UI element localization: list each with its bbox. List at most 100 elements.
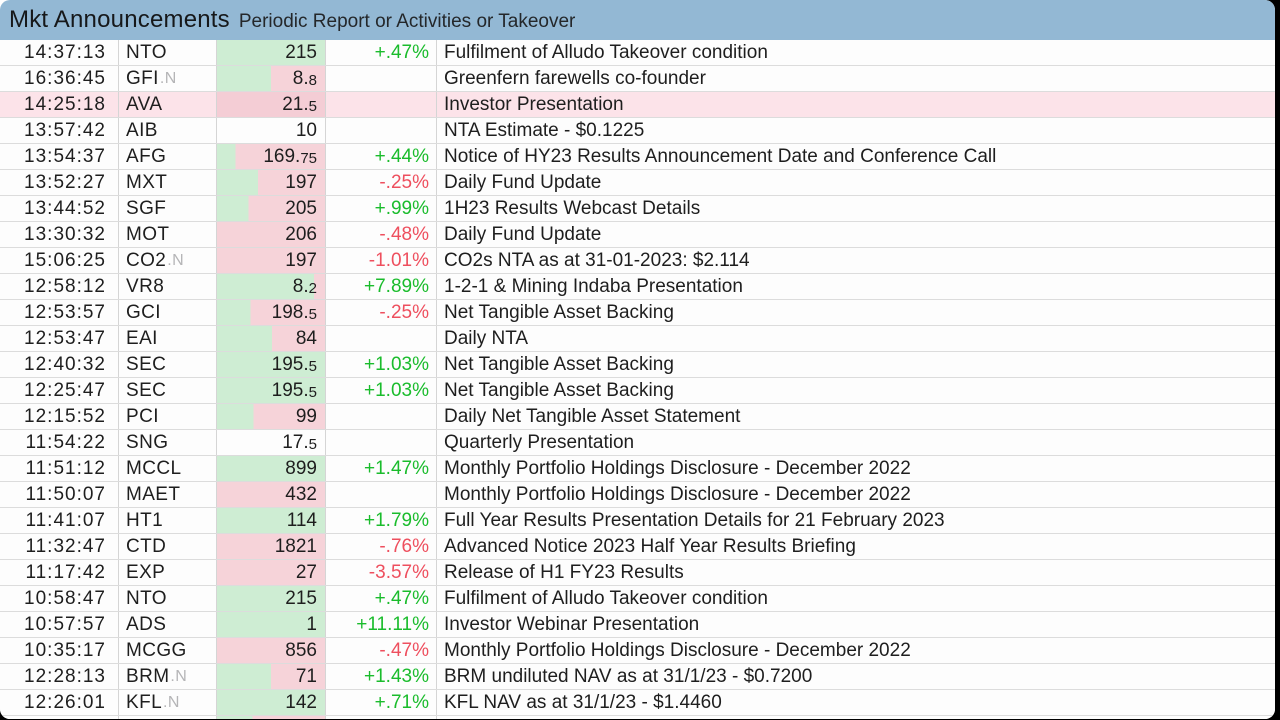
table-row[interactable]: 16:36:45 GFI .N 8. 8 Greenfern farewells co-f… (0, 66, 1275, 92)
price-cell: 206 (217, 222, 326, 247)
announcements-table: 14:37:13 NTO 215 +.47% Fulfilment of Alludo … (0, 40, 1275, 719)
change-cell (326, 482, 437, 507)
ticker-cell: CO2 .N (119, 248, 217, 273)
change-cell: +7.89% (326, 274, 437, 299)
table-row[interactable]: 13:57:42 AIB 10 NTA Estimate - $0.1225 (0, 118, 1275, 144)
price-decimals: 5 (308, 305, 317, 323)
announcement-cell (437, 716, 1275, 719)
ticker-cell: AIB (119, 118, 217, 143)
ticker-cell: BRM .N (119, 664, 217, 689)
window-titlebar: Mkt Announcements Periodic Report or Act… (0, 0, 1275, 40)
announcement-cell: Daily Fund Update (444, 171, 602, 193)
table-row[interactable]: 12:40:32 SEC 195. 5 +1.03% Net Tangible Asset… (0, 352, 1275, 378)
table-row[interactable]: 10:57:57 ADS 1 +11.11% Investor Webinar Pres… (0, 612, 1275, 638)
time-cell: 11:50:07 (0, 482, 119, 507)
table-row[interactable]: 10:35:17 MCGG 856 -.47% Monthly Portfolio Ho… (0, 638, 1275, 664)
announcement-cell: Notice of HY23 Results Announcement Date… (444, 145, 997, 167)
time-cell: 16:36:45 (0, 66, 119, 91)
ticker-exchange-suffix: .N (159, 69, 177, 87)
ticker-cell: SEC (119, 378, 217, 403)
price-cell: 856 (217, 638, 326, 663)
table-row[interactable]: 12:26:01 KFL .N 142 +.71% KFL NAV as at 31/1/… (0, 690, 1275, 716)
table-row[interactable]: 11:50:07 MAET 432 Monthly Portfolio Holding… (0, 482, 1275, 508)
table-row[interactable] (0, 716, 1275, 719)
price-cell: 99 (217, 404, 326, 429)
ticker-cell: MAET (119, 482, 217, 507)
change-cell: +.99% (326, 196, 437, 221)
table-row[interactable]: 12:28:13 BRM .N 71 +1.43% BRM undiluted NAV a… (0, 664, 1275, 690)
ticker-exchange-suffix: .N (170, 667, 188, 685)
change-cell: -.47% (326, 638, 437, 663)
change-cell (326, 326, 437, 351)
change-cell: -.25% (326, 170, 437, 195)
announcement-cell: Quarterly Presentation (444, 431, 635, 453)
table-row[interactable]: 12:25:47 SEC 195. 5 +1.03% Net Tangible Asset… (0, 378, 1275, 404)
time-cell: 14:37:13 (0, 40, 119, 65)
announcement-cell: Investor Presentation (437, 92, 1275, 117)
price-decimals: 5 (308, 97, 317, 115)
price-cell (217, 716, 326, 719)
price-cell: 195. 5 (217, 352, 326, 377)
table-row[interactable]: 12:53:47 EAI 84 Daily NTA (0, 326, 1275, 352)
price-decimals: 8 (308, 71, 317, 89)
ticker-cell: SNG (119, 430, 217, 455)
price-cell: 899 (217, 456, 326, 481)
price-decimals: 5 (308, 357, 317, 375)
price-cell: 8. 8 (217, 66, 326, 91)
ticker-cell: NTO (119, 40, 217, 65)
time-cell: 12:53:57 (0, 300, 119, 325)
ticker-cell: NTO (119, 586, 217, 611)
table-row[interactable]: 11:32:47 CTD 1821 -.76% Advanced Notice 2023… (0, 534, 1275, 560)
time-cell: 13:54:37 (0, 144, 119, 169)
price-decimals: 2 (308, 279, 317, 297)
change-cell (326, 716, 437, 719)
table-row[interactable]: 11:17:42 EXP 27 -3.57% Release of H1 FY23 Re… (0, 560, 1275, 586)
table-row[interactable]: 12:15:52 PCI 99 Daily Net Tangible Asset St… (0, 404, 1275, 430)
time-cell: 12:58:12 (0, 274, 119, 299)
time-cell: 12:53:47 (0, 326, 119, 351)
table-row[interactable]: 13:44:52 SGF 205 +.99% 1H23 Results Webcast … (0, 196, 1275, 222)
table-row[interactable]: 13:52:27 MXT 197 -.25% Daily Fund Update (0, 170, 1275, 196)
table-row[interactable]: 11:51:12 MCCL 899 +1.47% Monthly Portfolio H… (0, 456, 1275, 482)
announcement-cell: 1H23 Results Webcast Details (444, 197, 701, 219)
table-row[interactable]: 15:06:25 CO2 .N 197 -1.01% CO2s NTA as at 31-… (0, 248, 1275, 274)
price-cell: 432 (217, 482, 326, 507)
table-row[interactable]: 10:58:47 NTO 215 +.47% Fulfilment of Alludo … (0, 586, 1275, 612)
table-row[interactable]: 11:54:22 SNG 17. 5 Quarterly Presentation (0, 430, 1275, 456)
ticker-cell: EXP (119, 560, 217, 585)
announcement-cell: Monthly Portfolio Holdings Disclosure - … (444, 639, 911, 661)
table-row[interactable]: 14:25:18 AVA 21. 5 Investor Presentation (0, 92, 1275, 118)
ticker-cell: KFL .N (119, 690, 217, 715)
price-cell: 205 (217, 196, 326, 221)
price-cell: 215 (217, 40, 326, 65)
table-row[interactable]: 12:58:12 VR8 8. 2 +7.89% 1-2-1 & Mining Indab… (0, 274, 1275, 300)
announcement-cell: Daily NTA (444, 327, 529, 349)
ticker-cell: CTD (119, 534, 217, 559)
time-cell: 10:35:17 (0, 638, 119, 663)
change-cell (326, 66, 437, 91)
announcement-cell: NTA Estimate - $0.1225 (444, 119, 645, 141)
time-cell: 12:28:13 (0, 664, 119, 689)
change-cell: -.48% (326, 222, 437, 247)
time-cell: 14:25:18 (0, 92, 119, 117)
ticker-cell: AVA (119, 92, 217, 117)
table-row[interactable]: 13:30:32 MOT 206 -.48% Daily Fund Update (0, 222, 1275, 248)
time-cell: 10:57:57 (0, 612, 119, 637)
table-row[interactable]: 13:54:37 AFG 169. 75 +.44% Notice of HY23 Res… (0, 144, 1275, 170)
ticker-cell: PCI (119, 404, 217, 429)
time-cell: 11:51:12 (0, 456, 119, 481)
announcement-cell: Greenfern farewells co-founder (444, 67, 706, 89)
announcement-cell: Full Year Results Presentation Details f… (444, 509, 945, 531)
time-cell: 10:58:47 (0, 586, 119, 611)
price-cell: 1821 (217, 534, 326, 559)
ticker-cell: MOT (119, 222, 217, 247)
table-row[interactable]: 14:37:13 NTO 215 +.47% Fulfilment of Alludo … (0, 40, 1275, 66)
time-cell: 12:15:52 (0, 404, 119, 429)
time-cell: 11:17:42 (0, 560, 119, 585)
time-cell: 12:26:01 (0, 690, 119, 715)
ticker-cell: ADS (119, 612, 217, 637)
table-row[interactable]: 11:41:07 HT1 114 +1.79% Full Year Results Pr… (0, 508, 1275, 534)
change-cell: +.47% (326, 586, 437, 611)
table-row[interactable]: 12:53:57 GCI 198. 5 -.25% Net Tangible Asset … (0, 300, 1275, 326)
